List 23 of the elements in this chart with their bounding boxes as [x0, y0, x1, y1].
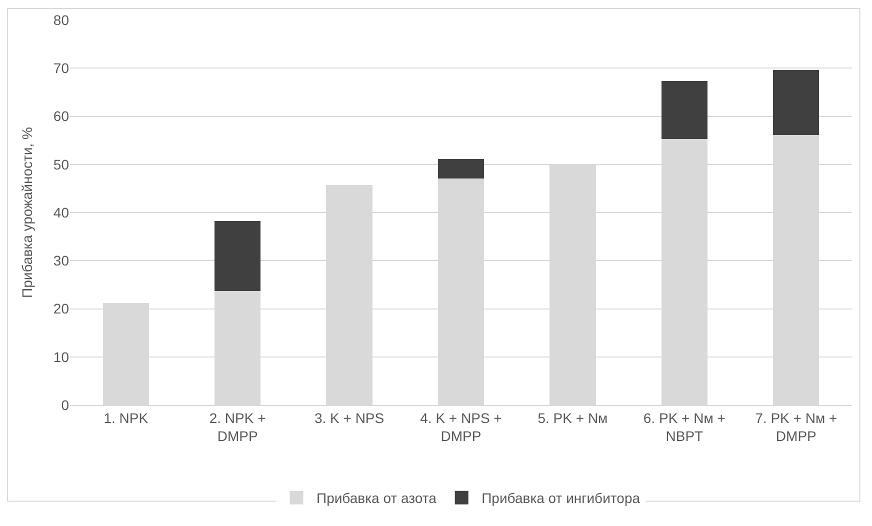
bar	[214, 220, 261, 292]
bar	[661, 80, 708, 140]
y-tick-label: 80	[53, 12, 70, 28]
y-tick-label: 20	[53, 300, 70, 317]
legend-label: Прибавка от ингибитора	[482, 490, 640, 506]
x-tick-label: 7. PK + Nм + DMPP	[755, 410, 838, 444]
x-tick-label: 4. K + NPS + DMPP	[420, 410, 502, 444]
x-tick-label: 6. PK + Nм + NBPT	[643, 410, 726, 444]
bar	[438, 158, 484, 179]
y-tick-label: 50	[53, 156, 70, 172]
y-tick-label: 40	[53, 204, 70, 220]
x-tick-label: 5. PK + Nм	[538, 410, 608, 426]
legend-label: Прибавка от азота	[316, 490, 437, 506]
y-tick-label: 60	[53, 108, 70, 124]
y-axis-title: Прибавка урожайности, %	[19, 127, 35, 298]
y-tick-label: 30	[53, 252, 70, 269]
bar	[773, 70, 820, 135]
x-tick-label: 3. K + NPS	[314, 410, 384, 426]
y-tick-label: 0	[61, 396, 70, 413]
x-tick-label: 1. NPK	[104, 410, 149, 426]
x-tick-label: 2. NPK + DMPP	[209, 410, 266, 444]
y-tick-label: 10	[53, 348, 70, 365]
y-tick-label: 70	[53, 60, 70, 76]
